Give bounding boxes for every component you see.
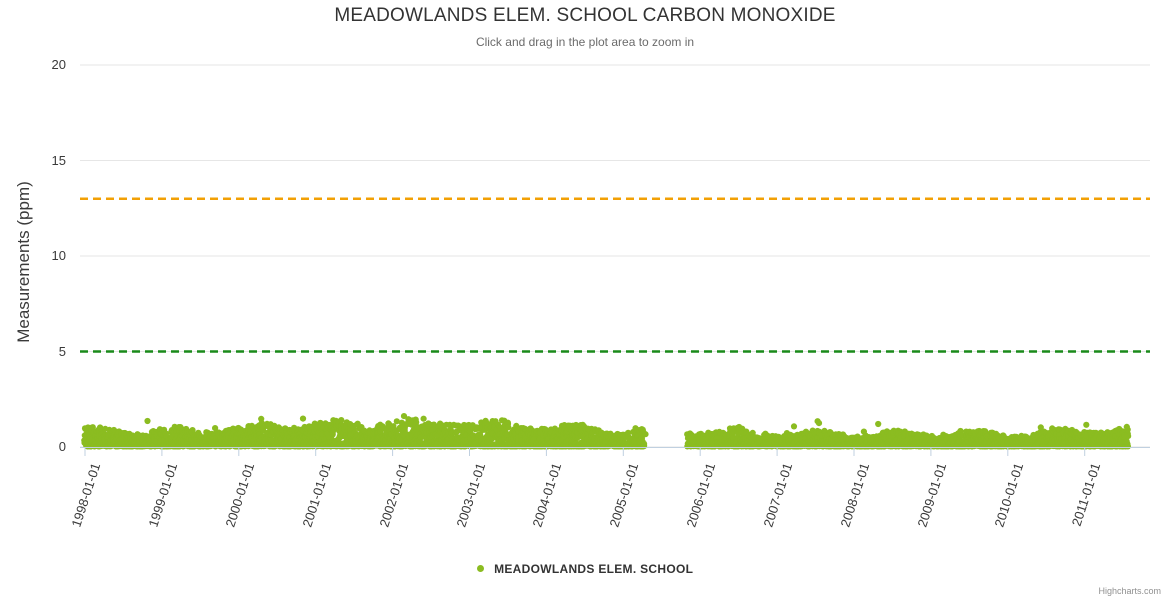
data-point[interactable]	[875, 420, 882, 428]
data-point[interactable]	[299, 415, 307, 422]
data-point[interactable]	[144, 417, 151, 425]
data-point[interactable]	[815, 420, 823, 427]
data-point[interactable]	[338, 417, 345, 424]
data-point[interactable]	[790, 423, 798, 430]
data-point[interactable]	[640, 441, 647, 448]
plot-lines	[80, 197, 1150, 353]
data-point[interactable]	[1124, 426, 1131, 433]
data-point[interactable]	[1083, 421, 1090, 428]
chart-title: MEADOWLANDS ELEM. SCHOOL CARBON MONOXIDE	[334, 5, 836, 26]
data-point[interactable]	[642, 431, 649, 438]
gridlines	[80, 64, 1150, 448]
chart-subtitle: Click and drag in the plot area to zoom …	[475, 35, 695, 49]
scatter-series-points[interactable]	[81, 413, 1132, 450]
data-point[interactable]	[110, 426, 117, 434]
data-point[interactable]	[420, 415, 427, 422]
data-point[interactable]	[1125, 433, 1132, 440]
data-point[interactable]	[89, 424, 96, 431]
